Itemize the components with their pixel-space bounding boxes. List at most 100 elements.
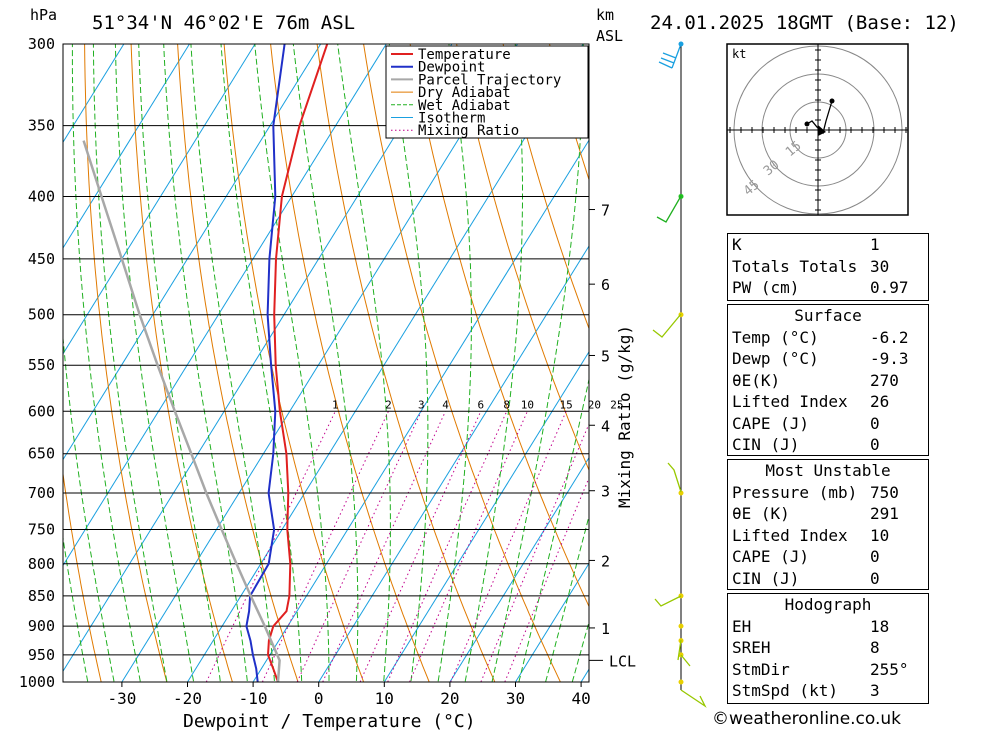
isotherms bbox=[63, 44, 589, 682]
hodograph-point bbox=[829, 98, 835, 104]
dry-adiabat-line bbox=[270, 44, 430, 682]
x-tick-label: -20 bbox=[173, 689, 202, 708]
wet-adiabat-line bbox=[163, 44, 248, 682]
surface-row: CAPE (J) 0 bbox=[732, 413, 880, 433]
profile-series bbox=[82, 44, 329, 682]
hodograph-indices-box: Hodograph EH 18 SREH 8 StmDir 255° StmSpd (… bbox=[727, 593, 929, 704]
pressure-tick-label: 950 bbox=[28, 646, 55, 664]
isotherm-line bbox=[383, 350, 589, 682]
wind-level-dot bbox=[678, 490, 684, 496]
wind-barb bbox=[658, 43, 682, 69]
index-row-totals: Totals Totals 30 bbox=[732, 256, 890, 276]
dry-adiabat-line bbox=[316, 44, 496, 682]
x-tick-label: -10 bbox=[239, 689, 268, 708]
pressure-tick-label: 600 bbox=[28, 402, 55, 420]
isotherm-line bbox=[63, 44, 256, 355]
plot-frame bbox=[62, 43, 590, 683]
pressure-tick-label: 500 bbox=[28, 306, 55, 324]
km-tick-label: 2 bbox=[601, 552, 610, 570]
wet-adiabat-line bbox=[220, 44, 303, 682]
legend-entry: Mixing Ratio bbox=[418, 123, 519, 139]
hodo-row: StmDir 255° bbox=[732, 659, 909, 679]
pressure-tick-label: 900 bbox=[28, 617, 55, 635]
pressure-tick-label: 450 bbox=[28, 250, 55, 268]
mixing-ratio-label: 1 bbox=[332, 398, 339, 411]
surface-box: Surface Temp (°C) -6.2 Dewp (°C) -9.3 θE(K… bbox=[727, 304, 929, 456]
mu-row: CIN (J) 0 bbox=[732, 568, 880, 588]
wind-barb bbox=[667, 462, 682, 493]
dry-adiabat-line bbox=[502, 44, 589, 330]
isotherm-line bbox=[63, 44, 322, 461]
surface-title: Surface bbox=[794, 306, 862, 325]
mixing-ratio-axis-label: Mixing Ratio (g/kg) bbox=[615, 325, 634, 508]
wet-adiabat-line bbox=[292, 44, 359, 682]
x-tick-label: 0 bbox=[314, 689, 324, 708]
mixing-ratio-line bbox=[387, 411, 508, 682]
dry-adiabat-line bbox=[223, 44, 365, 682]
legend-entry: Dry Adiabat bbox=[418, 85, 511, 101]
hodograph-storm-marker bbox=[818, 125, 826, 136]
mu-row: θE (K) 291 bbox=[732, 504, 899, 523]
mixing-ratio-label: 10 bbox=[521, 398, 534, 411]
legend-entry: Parcel Trajectory bbox=[418, 72, 561, 88]
wet-adiabat-line bbox=[437, 44, 472, 682]
wet-adiabats bbox=[63, 44, 589, 682]
mixing-ratio-label: 25 bbox=[610, 398, 623, 411]
hodograph-point bbox=[804, 121, 810, 127]
credit-link[interactable]: ©weatheronline.co.uk bbox=[712, 709, 902, 729]
mu-row: Pressure (mb) 750 bbox=[732, 482, 899, 502]
hodograph-unit-label: kt bbox=[732, 47, 746, 61]
x-tick-label: 10 bbox=[375, 689, 394, 708]
isotherm-line bbox=[187, 44, 584, 682]
datetime-title: 24.01.2025 18GMT (Base: 12) bbox=[650, 12, 959, 34]
km-tick-label: 3 bbox=[601, 483, 610, 501]
lcl-label: LCL bbox=[609, 652, 636, 670]
mixing-ratio-label: 3 bbox=[418, 398, 425, 411]
legend-entry: Dewpoint bbox=[418, 60, 485, 76]
wind-barb bbox=[654, 595, 682, 607]
x-axis-label: Dewpoint / Temperature (°C) bbox=[183, 711, 476, 732]
wet-adiabat-line bbox=[71, 44, 141, 682]
parcel-trajectory-line bbox=[82, 140, 281, 682]
mixing-ratio-line bbox=[322, 411, 446, 682]
hodograph-title: Hodograph bbox=[784, 595, 872, 614]
isotherm-line bbox=[318, 245, 589, 682]
pressure-tick-label: 650 bbox=[28, 445, 55, 463]
legend-entry: Temperature bbox=[418, 47, 511, 63]
wind-barb bbox=[680, 689, 707, 708]
hodo-row: SREH 8 bbox=[732, 638, 880, 657]
dry-adiabat-line bbox=[130, 44, 233, 682]
mixing-ratio-label: 4 bbox=[442, 398, 449, 411]
wet-adiabat-line bbox=[337, 44, 391, 682]
isotherm-line bbox=[252, 139, 589, 682]
surface-row: Dewp (°C) -9.3 bbox=[732, 349, 909, 368]
mixing-ratio-label: 20 bbox=[588, 398, 601, 411]
dewpoint-line bbox=[245, 44, 286, 682]
wet-adiabat-line bbox=[388, 44, 429, 682]
mixing-ratio-line bbox=[504, 476, 589, 682]
wet-adiabat-line bbox=[92, 44, 168, 682]
axes: 3003504004505005506006507007508008509009… bbox=[19, 35, 636, 708]
pressure-tick-label: 1000 bbox=[19, 673, 55, 691]
x-tick-label: 30 bbox=[506, 689, 525, 708]
mixing-ratio-label: 6 bbox=[477, 398, 484, 411]
location-title: 51°34'N 46°02'E 76m ASL bbox=[92, 12, 355, 34]
mixing-ratio-line bbox=[409, 411, 528, 682]
dry-adiabat-line bbox=[409, 44, 589, 608]
isotherm-line bbox=[449, 456, 589, 682]
isotherm-line bbox=[63, 44, 387, 567]
mixing-ratio-label: 15 bbox=[559, 398, 572, 411]
dry-adiabat-line bbox=[959, 26, 1000, 708]
km-tick-label: 5 bbox=[601, 347, 610, 365]
wet-adiabat-line bbox=[571, 620, 589, 682]
legend-box bbox=[385, 45, 589, 139]
asl-unit-label: ASL bbox=[596, 27, 623, 45]
wind-barb bbox=[652, 313, 682, 338]
legend-entry: Wet Adiabat bbox=[418, 98, 511, 114]
km-tick-label: 1 bbox=[601, 620, 610, 638]
wind-level-dot bbox=[678, 593, 684, 599]
surface-row: θE(K) 270 bbox=[732, 370, 899, 390]
